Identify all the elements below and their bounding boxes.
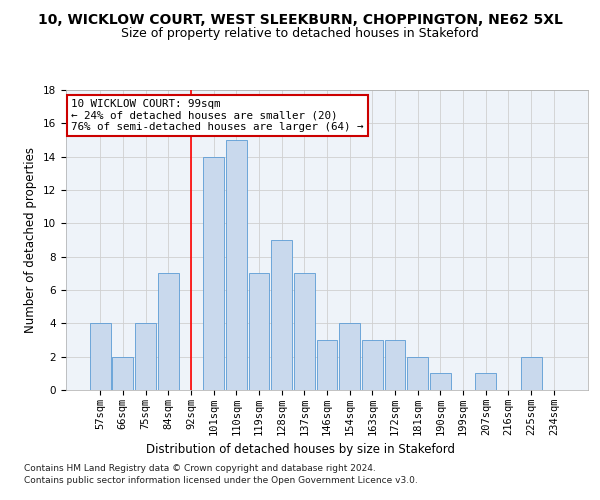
Bar xyxy=(248,274,269,390)
Bar xyxy=(339,324,360,390)
Bar xyxy=(294,274,315,390)
Text: 10 WICKLOW COURT: 99sqm
← 24% of detached houses are smaller (20)
76% of semi-de: 10 WICKLOW COURT: 99sqm ← 24% of detache… xyxy=(71,99,364,132)
Bar xyxy=(112,356,133,390)
Bar xyxy=(135,324,156,390)
Text: Size of property relative to detached houses in Stakeford: Size of property relative to detached ho… xyxy=(121,28,479,40)
Y-axis label: Number of detached properties: Number of detached properties xyxy=(25,147,37,333)
Bar xyxy=(226,140,247,390)
Bar xyxy=(203,156,224,390)
Bar xyxy=(385,340,406,390)
Text: 10, WICKLOW COURT, WEST SLEEKBURN, CHOPPINGTON, NE62 5XL: 10, WICKLOW COURT, WEST SLEEKBURN, CHOPP… xyxy=(38,12,562,26)
Text: Contains HM Land Registry data © Crown copyright and database right 2024.: Contains HM Land Registry data © Crown c… xyxy=(24,464,376,473)
Text: Distribution of detached houses by size in Stakeford: Distribution of detached houses by size … xyxy=(146,442,455,456)
Bar xyxy=(521,356,542,390)
Bar xyxy=(407,356,428,390)
Bar xyxy=(362,340,383,390)
Text: Contains public sector information licensed under the Open Government Licence v3: Contains public sector information licen… xyxy=(24,476,418,485)
Bar xyxy=(475,374,496,390)
Bar xyxy=(158,274,179,390)
Bar xyxy=(90,324,110,390)
Bar xyxy=(317,340,337,390)
Bar xyxy=(430,374,451,390)
Bar xyxy=(271,240,292,390)
